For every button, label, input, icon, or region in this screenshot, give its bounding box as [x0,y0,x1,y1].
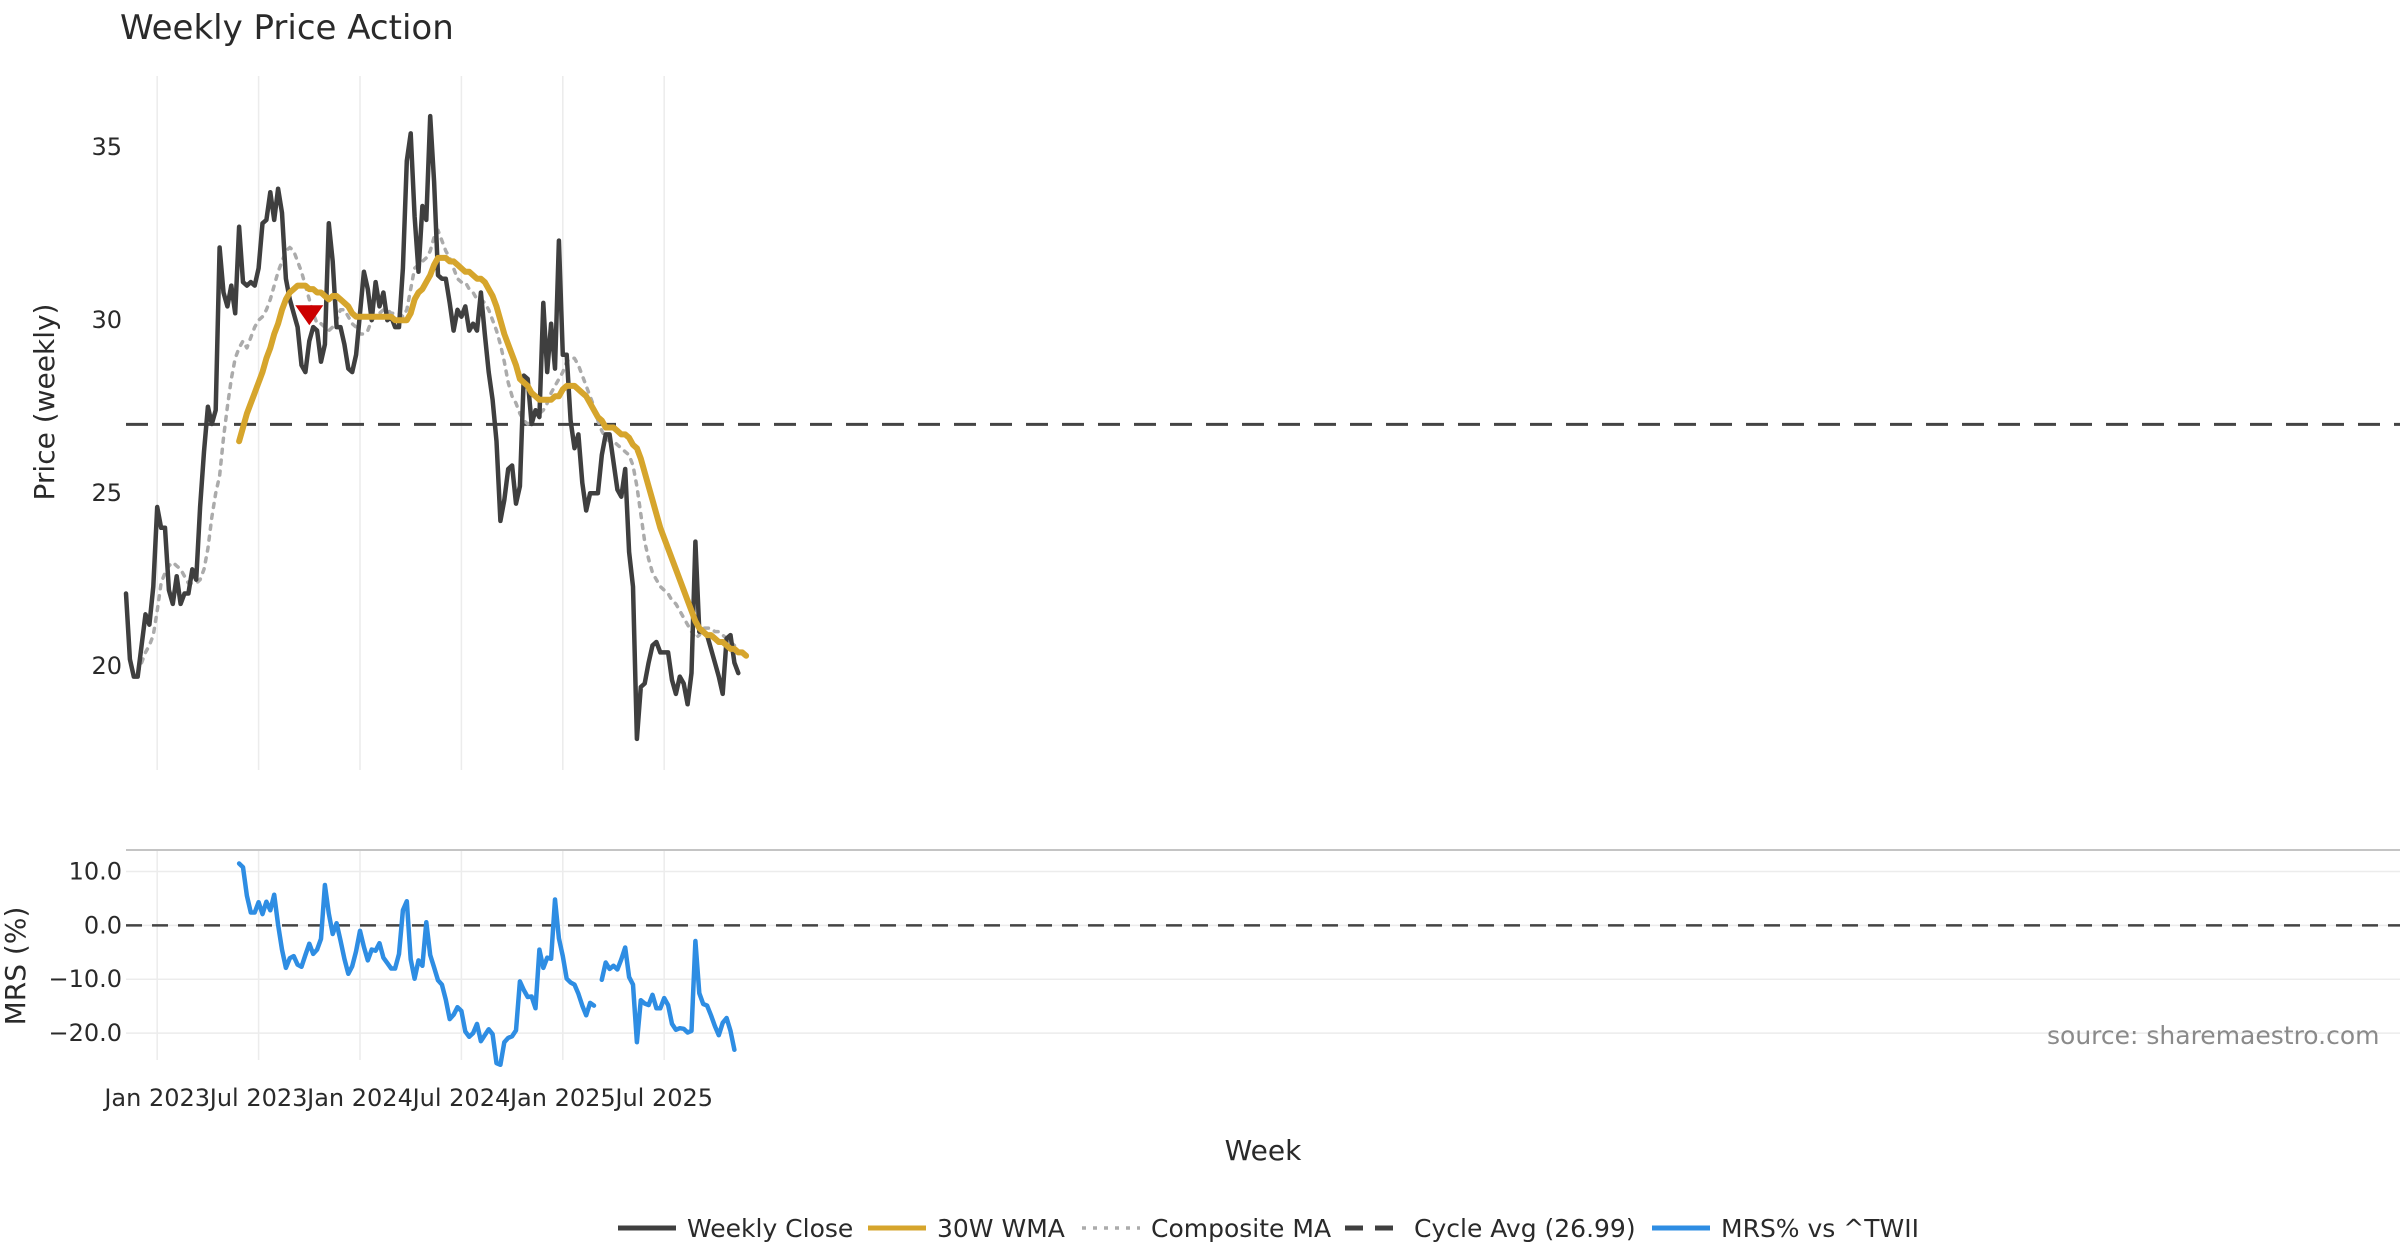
x-tick-label: Jan 2023 [102,1084,210,1112]
legend-item-composite-ma: Composite MA [1082,1214,1331,1243]
x-ticks: Jan 2023 Jul 2023 Jan 2024 Jul 2024 Jan 2025… [102,1084,713,1112]
mrs-line-segment [599,938,737,1053]
legend-label: 30W WMA [937,1214,1065,1243]
mrs-y-tick-label: 0.0 [84,911,122,939]
price-y-tick-label: 25 [91,479,122,507]
legend-label: Composite MA [1151,1214,1331,1243]
price-y-tick-label: 20 [91,652,122,680]
source-annotation: source: sharemaestro.com [2047,1021,2380,1050]
price-y-tick-label: 35 [91,133,122,161]
x-tick-label: Jan 2024 [305,1084,413,1112]
x-axis-label: Week [1225,1134,1302,1167]
legend-item-weekly-close: Weekly Close [618,1214,853,1243]
legend-item-30w-wma: 30W WMA [868,1214,1065,1243]
mrs-line-segment [236,861,597,1068]
mrs-y-axis-label: MRS (%) [0,907,32,1026]
x-tick-label: Jul 2024 [411,1084,511,1112]
legend-label: MRS% vs ^TWII [1721,1214,1919,1243]
composite-ma-line [135,228,737,675]
mrs-series-group [126,861,2400,1068]
price-y-tick-label: 30 [91,306,122,334]
legend-label: Weekly Close [687,1214,853,1243]
sell-signal-marker [295,305,324,326]
x-tick-label: Jul 2023 [208,1084,308,1112]
weekly-close-line [123,113,741,742]
x-tick-label: Jan 2025 [508,1084,616,1112]
legend: Weekly Close 30W WMA Composite MA Cycle Avg… [618,1214,1919,1243]
price-y-axis-label: Price (weekly) [28,304,61,501]
chart-title: Weekly Price Action [120,8,454,48]
legend-item-cycle-avg-26-99: Cycle Avg (26.99) [1345,1214,1636,1243]
mrs-y-tick-label: −10.0 [48,965,122,993]
mrs-y-tick-label: −20.0 [48,1019,122,1047]
30w-wma-line [236,254,750,659]
mrs-y-ticks: 10.0 0.0 −10.0 −20.0 [48,858,122,1048]
legend-label: Cycle Avg (26.99) [1414,1214,1636,1243]
legend-item-mrs-vs-twii: MRS% vs ^TWII [1652,1214,1919,1243]
mrs-y-tick-label: 10.0 [69,858,122,886]
x-tick-label: Jul 2025 [613,1084,713,1112]
price-series-group [123,113,2400,742]
price-y-ticks: 20 25 30 35 [91,133,122,680]
